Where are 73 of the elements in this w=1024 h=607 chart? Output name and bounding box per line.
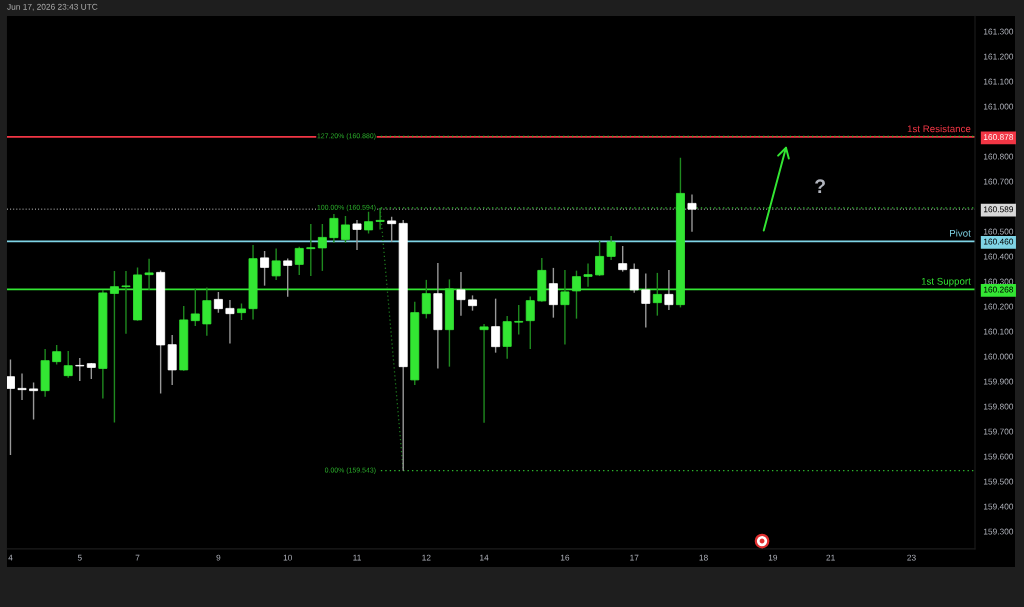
candlestick xyxy=(687,193,697,233)
x-tick-label: 14 xyxy=(480,554,489,561)
candlestick xyxy=(283,257,293,298)
x-tick-label: 21 xyxy=(826,554,835,561)
x-tick-label: 17 xyxy=(630,554,639,561)
x-tick-label: 23 xyxy=(907,554,916,561)
candlestick xyxy=(618,245,628,273)
y-tick-label: 160.589 xyxy=(983,206,1014,213)
candlestick xyxy=(306,223,316,277)
y-tick-label: 160.400 xyxy=(983,253,1014,260)
y-tick-label: 160.500 xyxy=(983,228,1014,235)
candlestick xyxy=(294,245,304,276)
y-tick-label: 160.700 xyxy=(983,178,1014,185)
y-tick-label: 160.800 xyxy=(983,153,1014,160)
candlestick xyxy=(491,297,501,354)
ref-line-label: 1st Resistance xyxy=(907,125,971,133)
y-tick-label: 161.000 xyxy=(983,103,1014,110)
y-tick-label: 161.200 xyxy=(983,53,1014,60)
candlestick xyxy=(595,239,605,277)
y-tick-label: 160.268 xyxy=(983,286,1014,293)
candlestick xyxy=(548,267,558,319)
y-tick-label: 161.300 xyxy=(983,28,1014,35)
ref-line-label: Pivot xyxy=(950,229,971,237)
y-tick-label: 159.700 xyxy=(983,428,1014,435)
candlestick xyxy=(317,223,327,272)
x-tick-label: 9 xyxy=(216,554,221,561)
ref-line-label: 1st Support xyxy=(921,277,971,287)
x-tick-label: 19 xyxy=(768,554,778,561)
x-tick-label: 7 xyxy=(135,554,140,561)
y-tick-label: 159.500 xyxy=(983,478,1014,485)
y-tick-label: 159.900 xyxy=(983,378,1014,385)
y-tick-label: 160.200 xyxy=(983,303,1014,310)
y-tick-label: 160.460 xyxy=(983,238,1014,245)
candlestick xyxy=(63,350,73,379)
x-tick-label: 18 xyxy=(699,554,708,561)
candlestick xyxy=(29,381,39,421)
candlestick xyxy=(514,304,524,336)
x-tick-label: 4 xyxy=(8,554,13,561)
candlestick xyxy=(260,250,270,287)
x-tick-label: 10 xyxy=(283,554,293,561)
y-tick-label: 159.600 xyxy=(983,453,1014,460)
candlestick xyxy=(629,262,639,294)
candlestick xyxy=(352,219,362,251)
candlestick xyxy=(664,269,674,311)
annotation: ? xyxy=(815,179,825,193)
y-tick-label: 160.878 xyxy=(983,134,1014,140)
y-tick-label: 159.800 xyxy=(983,403,1014,410)
candlestick xyxy=(375,207,385,231)
candlestick xyxy=(225,299,235,345)
candlestick xyxy=(17,372,27,401)
y-tick-label: 159.300 xyxy=(983,528,1014,535)
candlestick xyxy=(271,247,281,281)
y-tick-label: 160.000 xyxy=(983,353,1014,360)
candlestick xyxy=(75,357,85,382)
candlestick xyxy=(641,272,651,329)
chart-title: Jun 17, 2026 23:43 UTC xyxy=(7,3,98,11)
y-tick-label: 160.100 xyxy=(983,328,1014,335)
candlestick xyxy=(213,291,223,314)
candlestick xyxy=(329,213,339,244)
candlestick xyxy=(387,215,397,243)
candlestick xyxy=(525,295,535,350)
candlestick xyxy=(456,271,466,317)
candlestick xyxy=(340,215,350,244)
y-tick-label: 161.100 xyxy=(983,78,1014,85)
x-tick-label: 11 xyxy=(353,554,361,561)
candlestick xyxy=(7,358,15,456)
candlestick xyxy=(52,344,62,366)
candlestick xyxy=(479,323,489,424)
y-tick-label: 159.400 xyxy=(983,503,1014,510)
x-tick-label: 12 xyxy=(422,554,431,561)
x-tick-label: 5 xyxy=(77,554,82,561)
x-tick-label: 16 xyxy=(560,554,570,561)
candlestick xyxy=(606,235,616,261)
